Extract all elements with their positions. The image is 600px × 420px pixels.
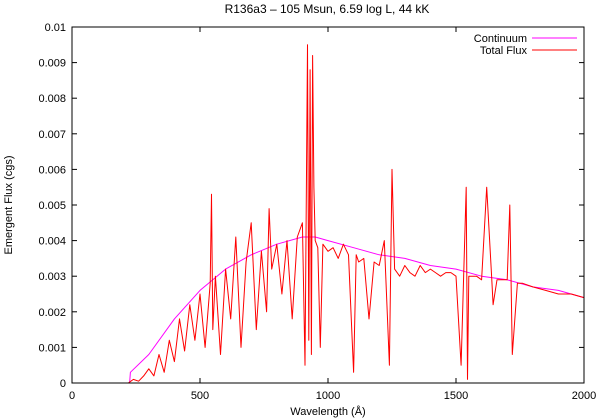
x-tick-label: 0 [69, 390, 75, 402]
y-tick-label: 0.004 [38, 236, 66, 248]
y-tick-label: 0.008 [38, 93, 66, 105]
y-tick-label: 0.01 [45, 22, 66, 34]
total-flux-series-line [72, 44, 585, 384]
legend: Continuum Total Flux [474, 33, 577, 57]
series-layer [72, 44, 585, 384]
plot-frame [71, 26, 585, 384]
x-tick-label: 2000 [572, 390, 596, 402]
y-tick-label: 0.005 [38, 200, 66, 212]
y-tick-label: 0.006 [38, 164, 66, 176]
y-tick-label: 0.009 [38, 58, 66, 70]
y-tick-label: 0.007 [38, 129, 66, 141]
y-axis-label: Emergent Flux (cgs) [3, 155, 15, 254]
legend-label-total-flux: Total Flux [480, 45, 528, 57]
y-tick-label: 0.001 [38, 342, 66, 354]
continuum-series-line [72, 236, 585, 384]
y-tick-label: 0.003 [38, 271, 66, 283]
legend-label-continuum: Continuum [474, 33, 527, 45]
y-tick-label: 0.002 [38, 307, 66, 319]
ticks-layer: 0 500 1000 1500 2000 0 0.001 0.002 0.003 0.004 0.0… [38, 22, 596, 402]
chart-title: R136a3 – 105 Msun, 6.59 log L, 44 kK [225, 2, 430, 16]
y-tick-label: 0 [60, 378, 66, 390]
x-axis-label: Wavelength (Å) [290, 405, 365, 418]
x-tick-label: 1000 [316, 390, 340, 402]
x-tick-label: 500 [191, 390, 209, 402]
x-tick-label: 1500 [444, 390, 468, 402]
